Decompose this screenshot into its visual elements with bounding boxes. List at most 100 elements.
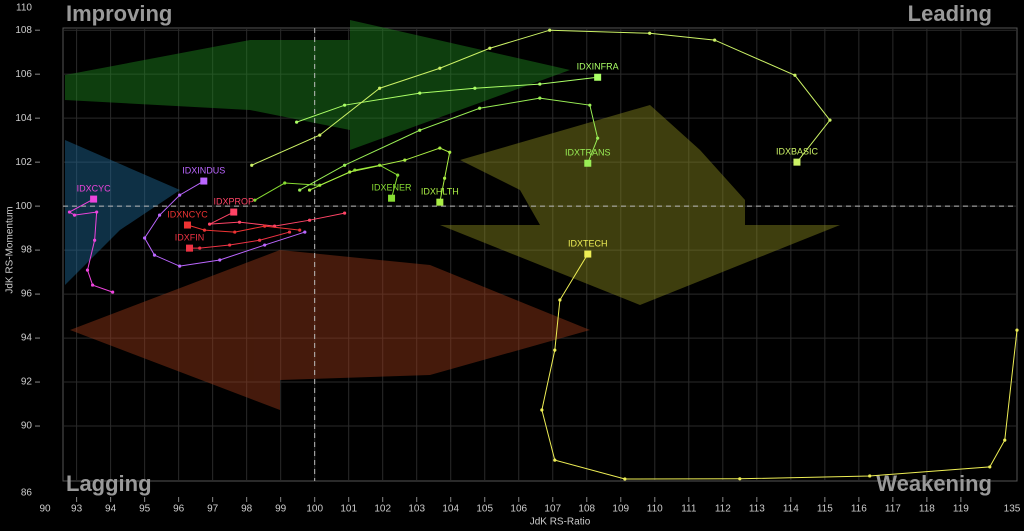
tail-point xyxy=(228,243,232,247)
tail-point xyxy=(448,150,452,154)
x-tick-label: 102 xyxy=(374,504,391,515)
tail-line xyxy=(299,97,599,191)
y-tick-label: 96 xyxy=(21,289,33,300)
tail-point xyxy=(95,210,99,214)
y-tick-label: 104 xyxy=(15,113,32,124)
tail-point xyxy=(295,120,299,124)
tail-point xyxy=(237,220,242,224)
head-marker xyxy=(200,177,208,185)
head-marker xyxy=(584,159,592,167)
x-tick-label: 109 xyxy=(612,504,629,515)
tail-point xyxy=(343,103,347,107)
tail-point xyxy=(303,230,307,234)
series-name: IDXINDUS xyxy=(182,165,225,175)
tail-point xyxy=(868,474,872,478)
x-tick-label: 105 xyxy=(476,504,493,515)
quadrant-label: Improving xyxy=(66,1,172,26)
head-marker xyxy=(90,195,98,203)
x-tick-label: 106 xyxy=(510,504,527,515)
tail-point xyxy=(90,283,95,287)
tail-point xyxy=(473,86,477,90)
tail-point xyxy=(253,198,257,202)
plot-frame xyxy=(62,27,1018,482)
head-marker xyxy=(230,208,238,216)
series-name: IDXCYC xyxy=(77,183,112,193)
tail-line xyxy=(296,76,598,123)
y-tick-label: 98 xyxy=(21,245,33,256)
tail-point xyxy=(67,210,72,214)
arrow-yellow xyxy=(440,105,840,305)
tail-point xyxy=(478,106,482,110)
series-name: IDXBASIC xyxy=(776,147,819,157)
tail-point xyxy=(418,128,422,132)
y-tick-label: 100 xyxy=(15,201,32,212)
tail-point xyxy=(263,243,267,247)
x-tick-label: 107 xyxy=(544,504,561,515)
x-tick-label: 114 xyxy=(783,504,799,515)
tail-point xyxy=(111,290,115,294)
series-name: IDXTRANS xyxy=(565,148,611,158)
tail-point xyxy=(85,268,90,272)
quadrant-label: Leading xyxy=(908,1,992,26)
head-marker xyxy=(388,194,396,202)
tail-point xyxy=(318,133,322,137)
head-marker xyxy=(183,221,191,229)
quadrant-arrows xyxy=(65,20,840,410)
tail-point xyxy=(553,348,557,352)
x-tick-label: 116 xyxy=(851,504,867,515)
series-name: IDXENER xyxy=(372,183,413,193)
x-tick-label: 110 xyxy=(647,504,663,515)
tail-point xyxy=(93,238,97,242)
y-tick-label: 102 xyxy=(15,157,32,168)
tail-point xyxy=(298,228,302,232)
y-axis-label: JdK RS-Momentum xyxy=(5,206,16,293)
tail-point xyxy=(488,46,492,50)
y-break-tick-label: 110 xyxy=(16,3,32,14)
tail-point xyxy=(378,86,382,90)
x-tick-label: 117 xyxy=(885,504,901,515)
x-tick-label: 100 xyxy=(306,504,323,515)
quadrant-label: Lagging xyxy=(66,471,152,496)
tail-point xyxy=(588,103,592,107)
x-tick-label: 94 xyxy=(105,504,117,515)
tail-point xyxy=(396,173,400,177)
tail-point xyxy=(343,211,347,215)
tail-point xyxy=(553,458,557,462)
y-tick-label: 92 xyxy=(21,377,33,388)
x-tick-label: 99 xyxy=(275,504,287,515)
x-tick-label: 103 xyxy=(408,504,425,515)
x-tick-label: 104 xyxy=(442,504,459,515)
tail-point xyxy=(443,176,447,180)
x-tick-label: 95 xyxy=(139,504,151,515)
tail-point xyxy=(596,136,600,140)
y-tick-label: 94 xyxy=(21,333,33,344)
tail-point xyxy=(558,298,562,302)
series-name: IDXPROP xyxy=(213,196,254,206)
tail-point xyxy=(348,170,352,174)
x-tick-label: 112 xyxy=(715,504,731,515)
arrow-red xyxy=(70,250,590,410)
tail-point xyxy=(72,213,77,217)
tail-point xyxy=(233,230,237,234)
x-break-tick-label: 90 xyxy=(39,504,51,515)
quadrant-label: Weakening xyxy=(876,471,992,496)
series-name: IDXNCYC xyxy=(167,209,208,219)
tail-point xyxy=(343,163,347,167)
x-tick-label: 118 xyxy=(919,504,935,515)
tail-point xyxy=(623,477,627,481)
tail-point xyxy=(793,73,797,77)
tail-point xyxy=(988,465,992,469)
tail-point xyxy=(207,222,212,226)
tail-point xyxy=(283,181,287,185)
tail-point xyxy=(250,163,254,167)
series-name: IDXINFRA xyxy=(577,62,619,72)
tail-line xyxy=(209,211,345,227)
head-marker xyxy=(793,158,801,166)
x-tick-label: 108 xyxy=(578,504,595,515)
tail-point xyxy=(538,82,542,86)
x-break-tick-label: 135 xyxy=(1004,504,1021,515)
tail-point xyxy=(152,253,157,257)
tail-point xyxy=(648,31,652,35)
x-tick-label: 115 xyxy=(817,504,833,515)
